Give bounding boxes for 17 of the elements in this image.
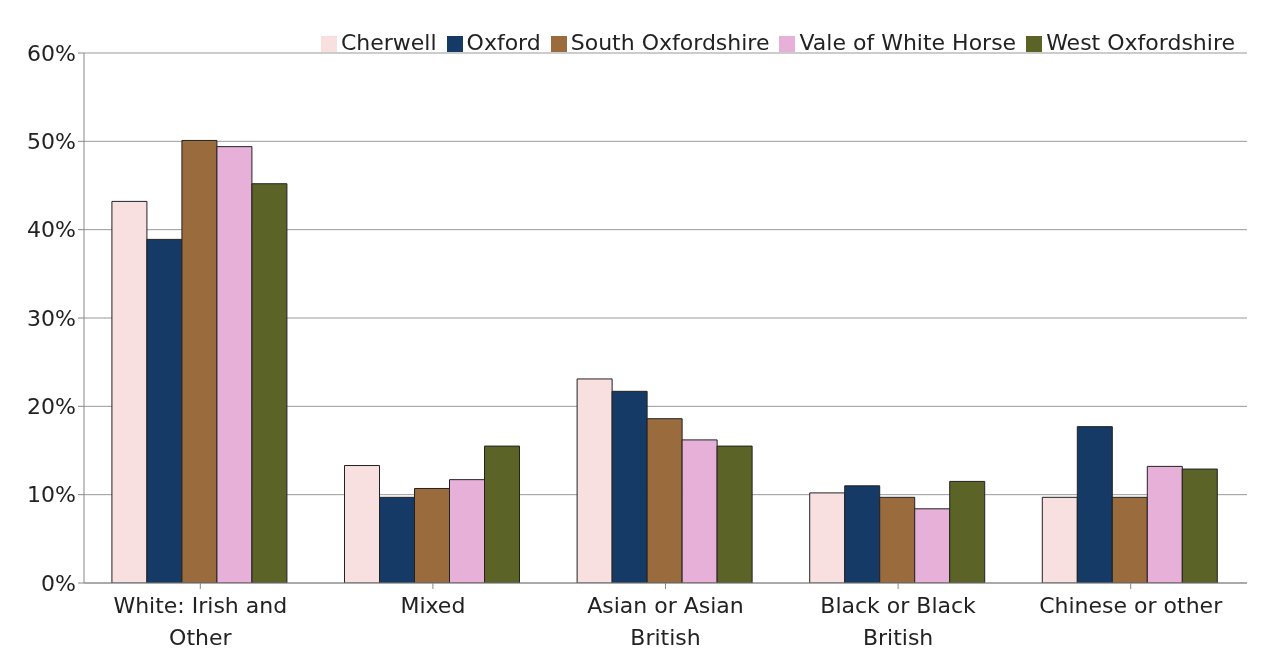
y-tick-label: 10% xyxy=(27,482,76,508)
x-tick-label: Chinese or other xyxy=(1039,593,1224,618)
legend-label: Oxford xyxy=(466,30,541,55)
y-tick-label: 60% xyxy=(27,40,76,66)
x-tick-label: Asian or Asian British xyxy=(587,593,744,650)
x-tick-label: White: Irish and Other xyxy=(113,593,288,650)
x-tick-label: Mixed xyxy=(400,593,466,618)
legend-label: South Oxfordshire xyxy=(570,30,770,55)
y-tick-label: 20% xyxy=(27,394,76,420)
y-tick-label: 40% xyxy=(27,217,76,243)
legend-label: West Oxfordshire xyxy=(1046,30,1235,55)
y-tick-label: 30% xyxy=(27,305,76,331)
legend-label: Cherwell xyxy=(340,30,437,55)
y-tick-label: 50% xyxy=(27,129,76,155)
legend-label: Vale of White Horse xyxy=(799,30,1017,55)
y-tick-label: 0% xyxy=(41,570,76,596)
x-tick-label: Black or Black British xyxy=(820,593,977,650)
